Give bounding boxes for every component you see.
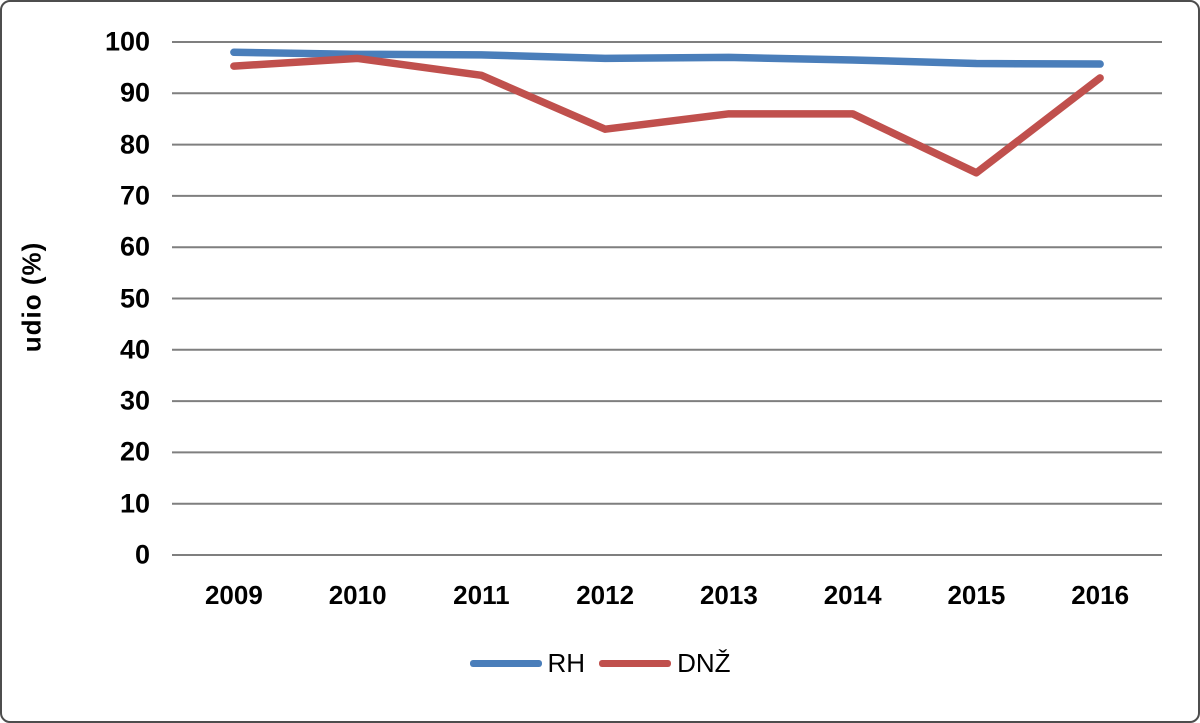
rh-line-swatch xyxy=(469,659,542,667)
legend-label-rh: RH xyxy=(547,648,586,678)
x-tick-label: 2013 xyxy=(699,580,758,610)
x-tick-label: 2012 xyxy=(576,580,635,610)
series-line-rh xyxy=(230,48,1104,68)
y-tick-label: 70 xyxy=(119,180,150,211)
y-tick-label: 100 xyxy=(104,26,150,57)
y-tick-label: 40 xyxy=(119,334,150,365)
series-line-dnž xyxy=(230,54,1104,177)
x-tick-label: 2014 xyxy=(823,580,882,610)
legend-item-dnz: DNŽ xyxy=(599,648,731,678)
legend: RH DNŽ xyxy=(2,650,1198,676)
dnz-line-swatch xyxy=(599,659,672,667)
y-tick-label: 60 xyxy=(119,231,150,262)
y-tick-label: 0 xyxy=(134,539,150,570)
y-axis-title: udio (%) xyxy=(16,241,47,353)
y-tick-label: 20 xyxy=(119,436,150,467)
x-tick-label: 2010 xyxy=(328,580,387,610)
y-tick-label: 50 xyxy=(119,283,150,313)
y-tick-label: 30 xyxy=(119,385,150,416)
x-tick-label: 2009 xyxy=(204,580,263,610)
legend-item-rh: RH xyxy=(469,648,586,678)
x-tick-label: 2016 xyxy=(1071,580,1130,610)
y-tick-label: 80 xyxy=(119,129,150,160)
x-tick-label: 2011 xyxy=(453,580,510,610)
legend-label-dnz: DNŽ xyxy=(677,648,731,678)
y-tick-label: 90 xyxy=(119,77,150,108)
x-tick-label: 2015 xyxy=(947,580,1006,610)
y-tick-label: 10 xyxy=(119,488,150,519)
